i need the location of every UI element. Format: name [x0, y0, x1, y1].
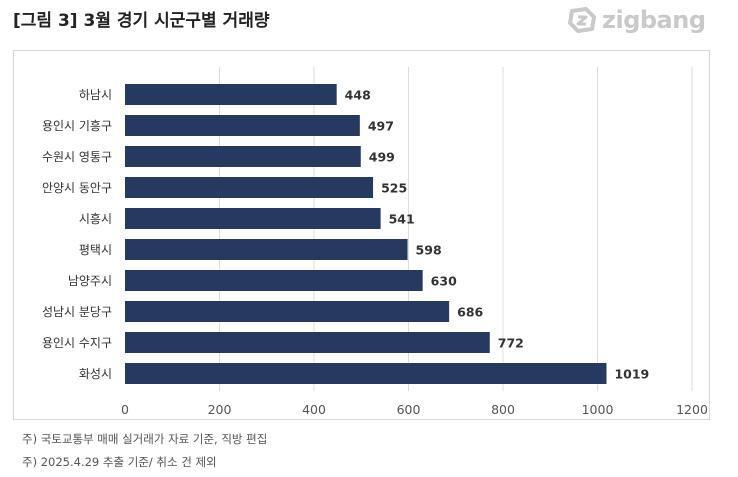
x-tick-label: 0 [121, 402, 129, 417]
category-label: 용인시 수지구 [42, 336, 112, 350]
data-label: 630 [431, 274, 457, 289]
category-label: 시흥시 [79, 212, 112, 226]
page-title: [그림 3] 3월 경기 시군구별 거래량 [13, 11, 270, 31]
category-label: 하남시 [79, 88, 112, 102]
bar [125, 208, 381, 229]
data-label: 598 [416, 243, 442, 258]
category-label: 수원시 영통구 [42, 150, 112, 164]
category-label: 남양주시 [68, 274, 112, 288]
brand-name: zigbang [602, 6, 706, 34]
zigbang-logo: zigbang [566, 6, 706, 34]
bar [125, 301, 450, 322]
data-label: 499 [369, 150, 395, 165]
category-label: 용인시 기흥구 [42, 119, 112, 133]
footnote-source: 주) 국토교통부 매매 실거래가 자료 기준, 직방 편집 [22, 432, 268, 446]
data-label: 497 [368, 119, 394, 134]
category-label: 성남시 분당구 [42, 305, 112, 319]
x-tick-label: 800 [491, 402, 515, 417]
data-label: 1019 [614, 367, 649, 382]
data-label: 772 [498, 336, 524, 351]
x-tick-label: 200 [208, 402, 232, 417]
zigbang-logo-icon [568, 7, 596, 33]
x-tick-label: 1200 [676, 402, 708, 417]
data-label: 525 [381, 181, 407, 196]
bar [125, 115, 360, 136]
data-label: 448 [345, 88, 371, 103]
bar [125, 84, 337, 105]
x-tick-label: 1000 [582, 402, 614, 417]
bar [125, 146, 361, 167]
footnote-date: 주) 2025.4.29 추출 기준/ 취소 건 제외 [22, 455, 217, 469]
bar [125, 363, 607, 384]
chart-frame: 0 200 400 600 800 1000 1200 하남시 448 용인시 기흥구 497 수원시… [13, 50, 710, 420]
data-label: 686 [457, 305, 483, 320]
category-label: 평택시 [79, 243, 112, 257]
bar [125, 177, 374, 198]
bar [125, 270, 423, 291]
bar [125, 332, 490, 353]
bar [125, 239, 408, 260]
data-label: 541 [389, 212, 415, 227]
x-tick-label: 400 [302, 402, 326, 417]
x-tick-label: 600 [397, 402, 421, 417]
bar-chart: 0 200 400 600 800 1000 1200 하남시 448 용인시 기흥구 497 수원시… [42, 67, 708, 417]
category-label: 화성시 [79, 367, 112, 381]
category-label: 안양시 동안구 [42, 181, 112, 195]
